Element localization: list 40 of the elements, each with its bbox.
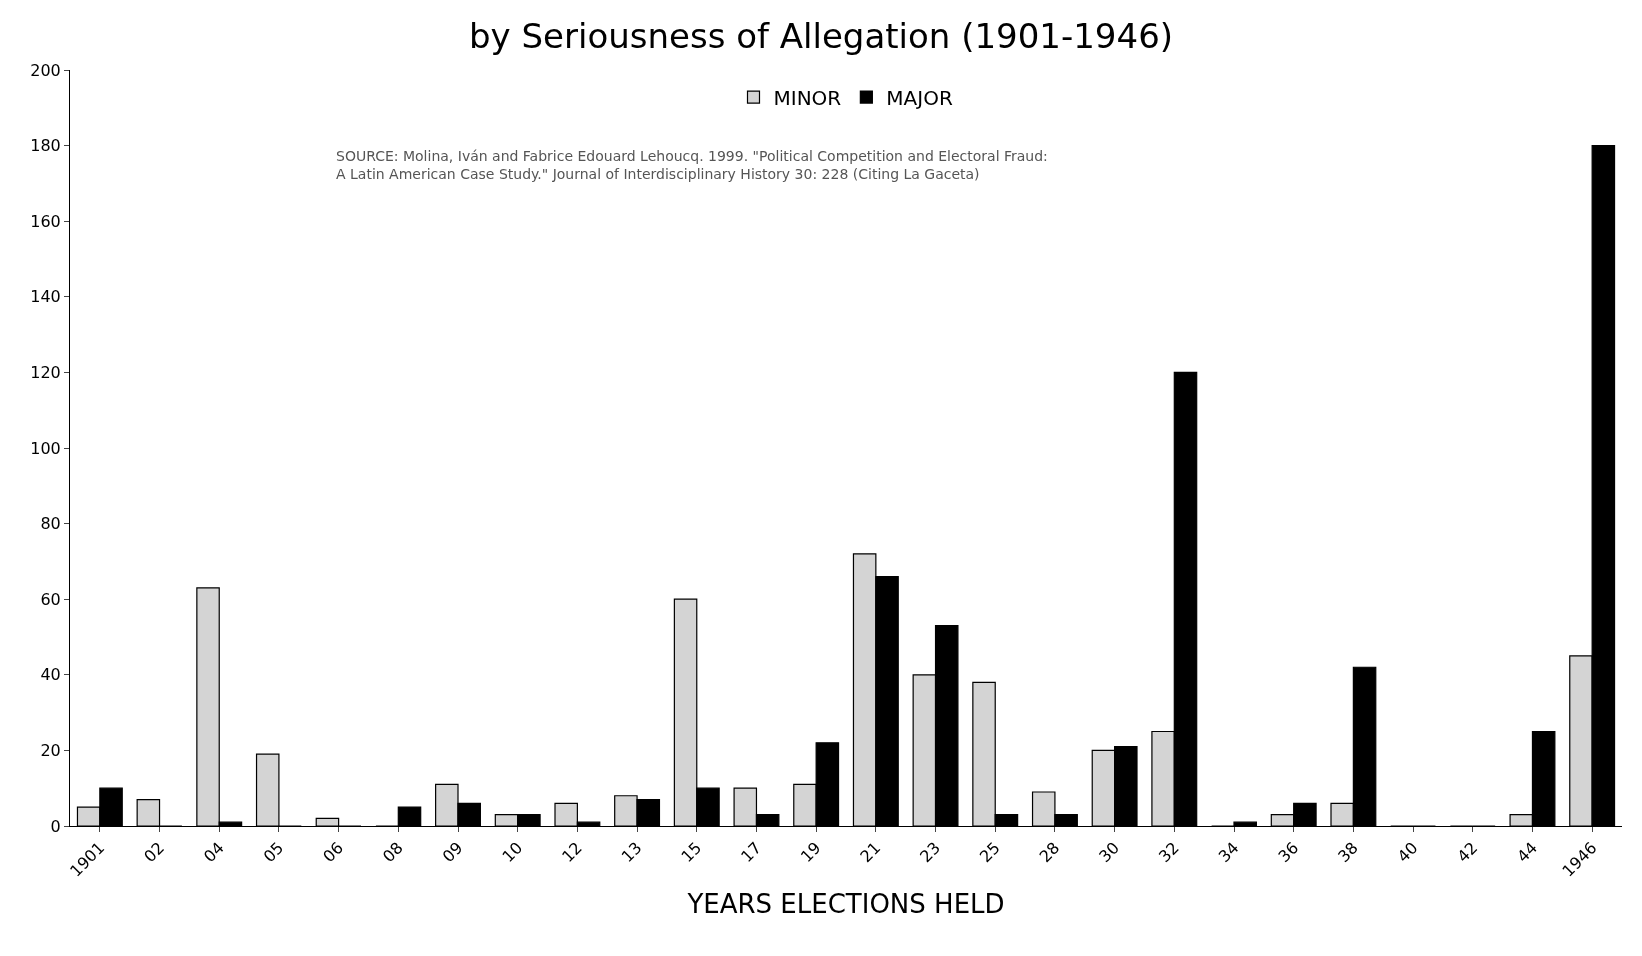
x-tick-label: 42 <box>1453 838 1482 867</box>
y-tick-label: 160 <box>30 211 61 231</box>
chart-title: by Seriousness of Allegation (1901-1946) <box>468 15 1174 56</box>
x-tick-label: 38 <box>1334 838 1362 867</box>
y-tick-label: 200 <box>30 60 61 80</box>
y-tick-label: 40 <box>40 665 61 685</box>
x-tick-label: 28 <box>1035 838 1064 867</box>
x-tick-label: 15 <box>677 838 706 867</box>
y-tick-label: 80 <box>40 514 61 534</box>
y-tick-label: 60 <box>40 589 61 609</box>
y-tick-label: 100 <box>30 438 61 458</box>
x-axis-title: YEARS ELECTIONS HELD <box>686 889 1005 920</box>
legend-label: MAJOR <box>886 85 953 110</box>
x-tick-label: 05 <box>259 838 288 867</box>
x-tick-label: 21 <box>856 838 885 867</box>
x-tick-label: 44 <box>1513 838 1541 867</box>
legend-label: MINOR <box>773 85 842 110</box>
x-tick-label: 17 <box>737 838 765 867</box>
x-tick-label: 08 <box>378 838 407 867</box>
x-tick-label: 40 <box>1393 838 1422 867</box>
x-tick-label: 12 <box>558 838 586 867</box>
x-tick-label: 04 <box>199 838 228 867</box>
y-tick-label: 120 <box>30 363 61 382</box>
y-tick-label: 0 <box>50 816 61 836</box>
x-tick-label: 34 <box>1214 838 1243 867</box>
x-tick-label: 32 <box>1154 838 1183 867</box>
x-tick-label: 02 <box>140 838 169 867</box>
x-tick-label: 13 <box>617 838 646 867</box>
x-tick-label: 19 <box>796 838 825 867</box>
x-tick-label: 10 <box>498 838 527 867</box>
x-tick-label: 06 <box>319 838 348 867</box>
x-tick-label: 36 <box>1274 838 1303 867</box>
x-tick-label: 23 <box>916 838 945 867</box>
x-tick-label: 30 <box>1095 838 1124 867</box>
x-tick-label: 25 <box>975 838 1004 867</box>
y-tick-label: 180 <box>30 136 61 156</box>
y-tick-label: 20 <box>40 741 61 760</box>
x-tick-label: 09 <box>438 838 467 867</box>
y-tick-label: 140 <box>30 287 61 307</box>
annotation: SOURCE: Molina, Iván and Fabrice Edouard Lehoucq. 1999. "Political Competition and Electoral Fraud: A Latin American Case Study." Journal of Interdisciplinary History 30: 228 (Citing La Gaceta) <box>336 148 1048 183</box>
